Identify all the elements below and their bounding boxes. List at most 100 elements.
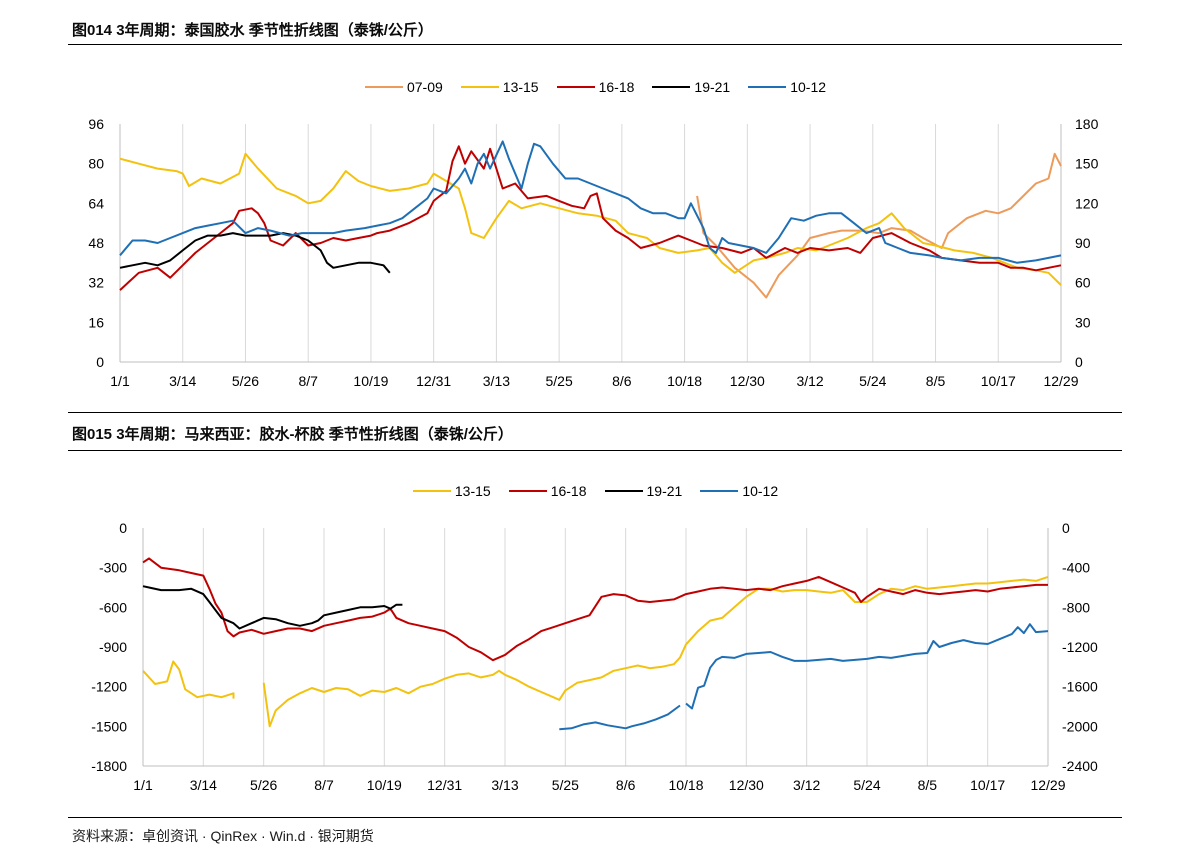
y-right-tick-label: -800 <box>1062 599 1090 615</box>
legend-item-19-21: 19-21 <box>652 79 730 95</box>
y-left-tick-label: 80 <box>88 156 104 172</box>
x-tick-label: 5/24 <box>859 373 886 389</box>
y-right-tick-label: 120 <box>1075 195 1099 211</box>
x-tick-label: 3/13 <box>483 373 510 389</box>
legend-swatch <box>556 86 595 88</box>
x-tick-label: 12/29 <box>1043 373 1078 389</box>
x-tick-label: 10/18 <box>668 777 703 793</box>
legend-swatch <box>652 86 691 88</box>
legend-item-10-12: 10-12 <box>700 483 778 499</box>
legend-item-13-15: 13-15 <box>412 483 491 499</box>
y-left-tick-label: -1800 <box>91 758 127 774</box>
legend-label: 10-12 <box>790 79 827 95</box>
legend-swatch <box>364 86 403 88</box>
footer-rule <box>68 817 1122 818</box>
legend-item-19-21: 19-21 <box>604 483 683 499</box>
y-left-tick-label: 48 <box>88 235 104 251</box>
x-tick-label: 12/30 <box>729 777 764 793</box>
x-tick-label: 8/5 <box>926 373 946 389</box>
legend-label: 16-18 <box>550 483 587 499</box>
series-line-19-21 <box>142 585 403 630</box>
legend-item-16-18: 16-18 <box>556 79 635 95</box>
legend-swatch <box>460 86 499 88</box>
chart2-title: 图015 3年周期：马来西亚：胶水-杯胶 季节性折线图（泰铢/公斤） <box>72 426 513 443</box>
y-left-tick-label: 96 <box>88 116 104 132</box>
y-left-tick-label: 0 <box>96 354 104 370</box>
y-right-tick-label: 60 <box>1075 275 1091 291</box>
x-tick-label: 10/19 <box>367 777 402 793</box>
chart1-plot: 1/1 3/14 5/26 8/7 10/19 12/31 3/13 5/25 8/6 10/18… <box>88 116 1099 389</box>
legend-swatch <box>700 490 739 492</box>
x-tick-label: 5/25 <box>552 777 579 793</box>
legend-swatch <box>508 490 547 492</box>
series-line-10-12 <box>685 623 1049 710</box>
x-tick-label: 3/12 <box>796 373 823 389</box>
x-tick-label: 3/13 <box>491 777 518 793</box>
y-right-tick-label: 90 <box>1075 235 1091 251</box>
legend-item-13-15: 13-15 <box>460 79 539 95</box>
x-tick-label: 1/1 <box>110 373 130 389</box>
x-tick-label: 5/25 <box>546 373 573 389</box>
legend-label: 19-21 <box>694 79 731 95</box>
y-right-tick-label: 180 <box>1075 116 1099 132</box>
legend-swatch <box>748 86 787 88</box>
y-right-tick-label: -400 <box>1062 560 1090 576</box>
x-tick-label: 5/24 <box>853 777 880 793</box>
series-line-13-15 <box>262 575 1049 728</box>
legend-item-10-12: 10-12 <box>748 79 826 95</box>
source-note: 资料来源：卓创资讯 · QinRex · Win.d · 银河期货 <box>72 828 374 844</box>
series-line-13-15 <box>119 152 1062 286</box>
chart1-bottom-rule <box>68 412 1122 413</box>
x-tick-label: 12/30 <box>730 373 765 389</box>
y-right-tick-label: 0 <box>1075 354 1083 370</box>
x-tick-label: 10/19 <box>353 373 388 389</box>
y-left-tick-label: -900 <box>99 639 127 655</box>
chart1-top-rule <box>68 44 1122 45</box>
y-right-tick-label: 0 <box>1062 520 1070 536</box>
x-tick-label: 10/17 <box>981 373 1016 389</box>
legend-label: 16-18 <box>598 79 635 95</box>
x-tick-label: 12/29 <box>1030 777 1065 793</box>
x-tick-label: 8/5 <box>918 777 938 793</box>
legend-label: 13-15 <box>454 483 491 499</box>
x-tick-label: 10/17 <box>970 777 1005 793</box>
y-left-tick-label: -600 <box>99 599 127 615</box>
x-tick-label: 8/7 <box>314 777 334 793</box>
legend-label: 19-21 <box>646 483 683 499</box>
chart2-top-rule <box>68 450 1122 451</box>
x-tick-label: 3/14 <box>190 777 217 793</box>
x-tick-label: 5/26 <box>232 373 259 389</box>
x-tick-label: 8/7 <box>298 373 318 389</box>
y-right-tick-label: -1600 <box>1062 679 1098 695</box>
x-tick-label: 12/31 <box>416 373 451 389</box>
series-line-07-09 <box>696 152 1062 299</box>
series-line-10-12 <box>559 704 681 731</box>
series-line-13-15 <box>142 660 235 699</box>
y-right-tick-label: 30 <box>1075 314 1091 330</box>
series-line-10-12 <box>119 140 1062 264</box>
legend-label: 10-12 <box>742 483 779 499</box>
legend-swatch <box>604 490 643 492</box>
x-tick-label: 10/18 <box>667 373 702 389</box>
x-tick-label: 1/1 <box>133 777 153 793</box>
series-line-19-21 <box>119 232 391 274</box>
y-left-tick-label: -300 <box>99 560 127 576</box>
y-left-tick-label: 64 <box>88 195 104 211</box>
y-left-tick-label: 32 <box>88 275 104 291</box>
y-left-tick-label: 16 <box>88 314 104 330</box>
legend-label: 07-09 <box>406 79 443 95</box>
x-tick-label: 5/26 <box>250 777 277 793</box>
x-tick-label: 8/6 <box>612 373 632 389</box>
legend-item-16-18: 16-18 <box>508 483 587 499</box>
y-left-tick-label: -1200 <box>91 679 127 695</box>
legend-label: 13-15 <box>502 79 539 95</box>
chart2-legend: 13-15 16-18 19-21 10-12 <box>0 483 1191 499</box>
y-right-tick-label: -2400 <box>1062 758 1098 774</box>
legend-swatch <box>412 490 451 492</box>
chart1-legend: 07-09 13-15 16-18 19-21 10-12 <box>0 79 1191 95</box>
y-right-tick-label: 150 <box>1075 156 1099 172</box>
y-left-tick-label: -1500 <box>91 718 127 734</box>
chart1-title: 图014 3年周期：泰国胶水 季节性折线图（泰铢/公斤） <box>72 22 433 39</box>
legend-item-07-09: 07-09 <box>364 79 443 95</box>
series-line-16-18 <box>119 145 1062 291</box>
